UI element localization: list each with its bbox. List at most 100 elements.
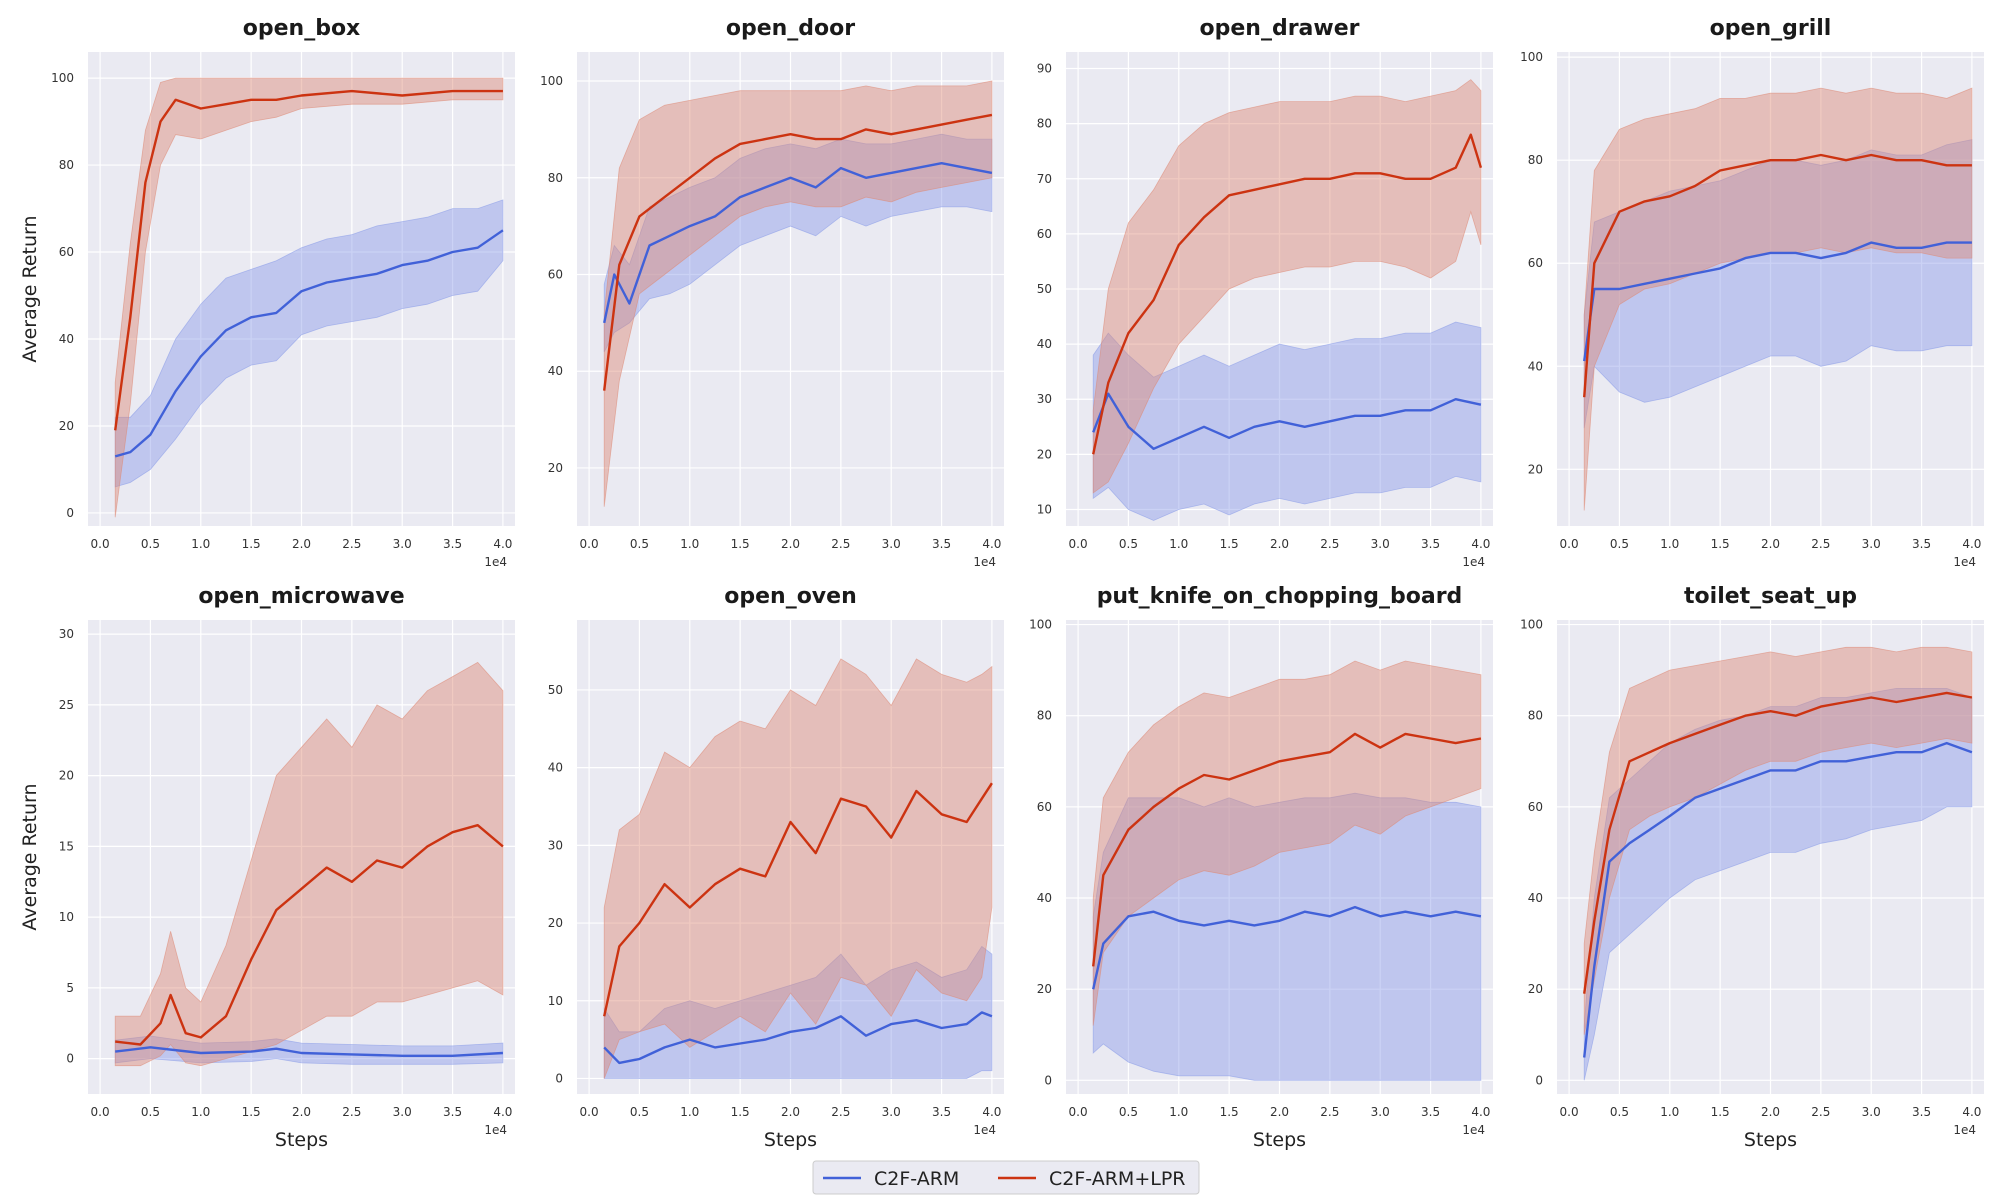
y-axis-label: Average Return [19, 215, 41, 362]
confidence-band-c2f-arm [603, 133, 993, 353]
confidence-band-c2f-arm-lpr [114, 77, 504, 518]
x-tick-label: 2.5 [1811, 1105, 1830, 1119]
subplot-open-box: open_box 0.0 0.5 1.0 1.5 2.0 2.5 3.0 3.5 4.0 1e4 0 2… [19, 16, 515, 569]
x-axis-label: Steps [1744, 1129, 1797, 1151]
x-tick-label: 3.0 [393, 537, 412, 551]
x-tick-label: 4.0 [493, 537, 512, 551]
y-tick-label: 25 [59, 698, 74, 712]
x-tick-label: 1.5 [731, 537, 750, 551]
x-tick-label: 1.5 [242, 1105, 261, 1119]
x-tick-label: 1.0 [1169, 1105, 1188, 1119]
x-tick-label: 4.0 [1471, 537, 1490, 551]
y-tick-label: 10 [59, 910, 74, 924]
x-tick-label: 3.0 [1371, 537, 1390, 551]
series-line-c2f-arm [603, 1011, 993, 1065]
confidence-band-c2f-arm-lpr [114, 661, 504, 1067]
x-multiplier-label: 1e4 [973, 555, 996, 569]
subplot-title: open_door [726, 16, 855, 41]
x-tick-label: 0.5 [141, 1105, 160, 1119]
y-tick-label: 0 [1044, 1073, 1052, 1087]
y-tick-label: 50 [548, 683, 563, 697]
x-tick-label: 4.0 [1962, 1105, 1981, 1119]
x-tick-label: 2.5 [831, 1105, 850, 1119]
confidence-band-c2f-arm-lpr [1583, 646, 1973, 1035]
x-tick-label: 1.5 [1220, 537, 1239, 551]
y-tick-label: 20 [1528, 982, 1543, 996]
confidence-band-c2f-arm-lpr [603, 80, 993, 507]
subplot-title: open_drawer [1200, 16, 1360, 41]
y-tick-label: 0 [555, 1071, 563, 1085]
y-tick-label: 80 [1528, 153, 1543, 167]
y-tick-label: 0 [66, 506, 74, 520]
x-tick-label: 2.0 [1270, 537, 1289, 551]
series-line-c2f-arm [1092, 905, 1482, 990]
y-tick-label: 20 [1528, 462, 1543, 476]
x-tick-label: 1.0 [1660, 1105, 1679, 1119]
y-tick-label: 100 [1520, 618, 1543, 632]
legend-label: C2F-ARM [874, 1168, 959, 1190]
x-tick-label: 3.0 [1862, 537, 1881, 551]
confidence-band-c2f-arm [1092, 792, 1482, 1081]
x-tick-label: 1.5 [242, 537, 261, 551]
y-tick-label: 20 [548, 916, 563, 930]
x-tick-label: 0.5 [1610, 1105, 1629, 1119]
series-line-c2f-arm [603, 161, 993, 324]
x-multiplier-label: 1e4 [484, 1123, 507, 1137]
x-tick-label: 2.5 [1320, 537, 1339, 551]
subplot-open-grill: open_grill 0.0 0.5 1.0 1.5 2.0 2.5 3.0 3.5 4.0 1e4… [1520, 16, 1984, 569]
x-multiplier-label: 1e4 [1462, 555, 1485, 569]
series-line-c2f-arm [1583, 741, 1973, 1058]
x-tick-label: 0.5 [630, 537, 649, 551]
x-tick-label: 1.5 [1711, 1105, 1730, 1119]
x-tick-label: 0.0 [1560, 537, 1579, 551]
y-tick-label: 10 [548, 994, 563, 1008]
x-tick-label: 0.0 [580, 1105, 599, 1119]
x-tick-label: 2.0 [1761, 1105, 1780, 1119]
y-tick-label: 100 [540, 74, 563, 88]
y-tick-label: 40 [1528, 891, 1543, 905]
subplot-grid: open_box 0.0 0.5 1.0 1.5 2.0 2.5 3.0 3.5 4.0 1e4 0 2… [19, 16, 1984, 1151]
x-tick-label: 1.0 [680, 537, 699, 551]
subplot-title: toilet_seat_up [1684, 584, 1857, 609]
x-tick-label: 2.5 [1320, 1105, 1339, 1119]
y-tick-label: 30 [548, 838, 563, 852]
y-tick-label: 60 [548, 267, 563, 281]
y-tick-label: 15 [59, 839, 74, 853]
y-tick-label: 20 [1037, 982, 1052, 996]
x-multiplier-label: 1e4 [1953, 555, 1976, 569]
x-tick-label: 4.0 [493, 1105, 512, 1119]
y-tick-label: 40 [548, 364, 563, 378]
x-tick-label: 3.5 [932, 1105, 951, 1119]
subplot-title: open_grill [1710, 16, 1832, 41]
y-tick-label: 80 [548, 171, 563, 185]
confidence-band-c2f-arm-lpr [1092, 660, 1482, 1026]
x-tick-label: 1.0 [191, 1105, 210, 1119]
y-tick-label: 60 [1528, 256, 1543, 270]
series-line-c2f-arm [115, 1046, 503, 1058]
y-axis-label: Average Return [19, 783, 41, 930]
series-line-c2f-arm-lpr [115, 824, 504, 1046]
y-tick-label: 60 [1037, 800, 1052, 814]
y-tick-label: 100 [51, 71, 74, 85]
x-tick-label: 3.0 [1371, 1105, 1390, 1119]
subplot-open-drawer: open_drawer 0.0 0.5 1.0 1.5 2.0 2.5 3.0 3.5 4.0 1e… [1037, 16, 1493, 569]
x-tick-label: 3.0 [1862, 1105, 1881, 1119]
legend-item-c2f-arm: C2F-ARM [823, 1168, 959, 1190]
x-tick-label: 2.0 [781, 537, 800, 551]
x-axis-label: Steps [764, 1129, 817, 1151]
y-tick-label: 80 [1037, 709, 1052, 723]
x-tick-label: 0.0 [1069, 537, 1088, 551]
y-tick-label: 80 [1528, 709, 1543, 723]
y-tick-label: 20 [1037, 447, 1052, 461]
x-tick-label: 4.0 [1962, 537, 1981, 551]
y-tick-label: 20 [59, 769, 74, 783]
confidence-band-c2f-arm-lpr [1092, 79, 1482, 494]
y-tick-label: 100 [1029, 618, 1052, 632]
x-axis-label: Steps [275, 1129, 328, 1151]
subplot-title: open_box [243, 16, 361, 41]
y-tick-label: 60 [59, 245, 74, 259]
confidence-band-c2f-arm [1583, 688, 1973, 1081]
y-tick-label: 5 [66, 981, 74, 995]
x-tick-label: 0.0 [91, 537, 110, 551]
